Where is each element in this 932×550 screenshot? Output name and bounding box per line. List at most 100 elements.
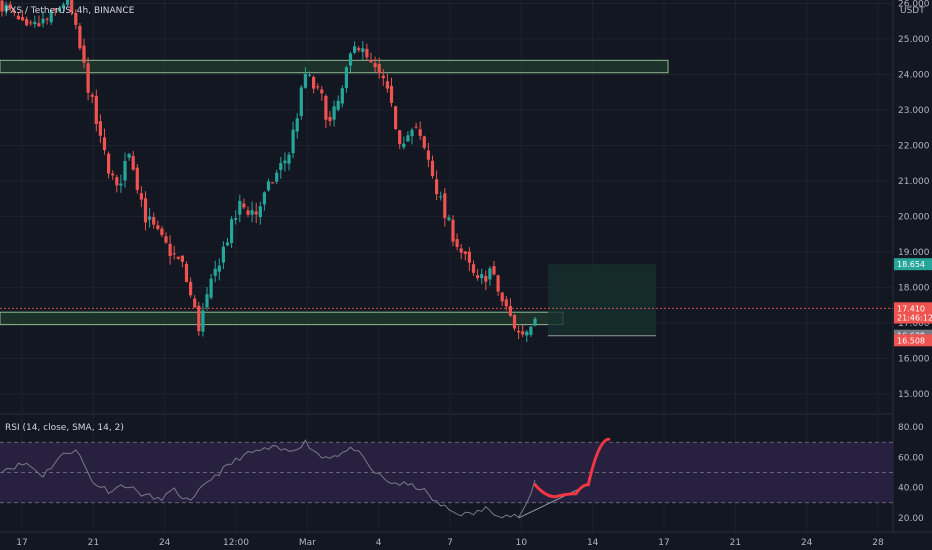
candle-body [156, 225, 160, 229]
candle-body [0, 0, 4, 12]
candle-body [316, 86, 320, 88]
candle-body [369, 60, 373, 63]
price-tag [894, 302, 932, 315]
candle-body [422, 136, 426, 148]
candle-body [504, 299, 508, 307]
candle-body [184, 264, 189, 283]
support-zone [0, 311, 564, 326]
time-tick-label: 17 [658, 538, 669, 548]
candle-body [398, 130, 402, 145]
candle-body [180, 255, 184, 262]
candle-body [361, 48, 365, 52]
candle-body [344, 67, 348, 88]
candle-body [8, 4, 12, 9]
candle-body [33, 21, 37, 25]
candle-body [287, 154, 291, 164]
candle-body [266, 181, 271, 191]
price-tag [894, 311, 932, 324]
symbol-title: FXS / TetherUS, 4h, BINANCE [5, 6, 135, 16]
candle-body [242, 203, 246, 208]
candle-body [467, 251, 471, 263]
candle-body [324, 95, 328, 120]
candle-body [439, 196, 443, 198]
rsi-tick-label: 40.00 [898, 484, 924, 494]
time-tick-label: 10 [516, 538, 528, 548]
candle-body [115, 177, 119, 186]
time-tick-label: 24 [801, 538, 813, 548]
time-tick-label: 4 [376, 538, 382, 548]
candle-body [357, 48, 361, 51]
rsi-tick-label: 20.00 [898, 514, 924, 524]
candle-body [406, 135, 410, 142]
candle-body [312, 76, 316, 89]
candle-body [209, 278, 213, 298]
time-tick-label: 7 [447, 538, 453, 548]
candle-body [307, 74, 312, 76]
price-tick-label: 26.000 [898, 0, 930, 10]
candle-body [45, 18, 49, 20]
price-tag-label: 17.410 [897, 304, 925, 313]
time-tick-label: 21 [730, 538, 741, 548]
price-tick-label: 19.000 [898, 248, 930, 258]
candle-body [102, 137, 107, 151]
rsi-tick-label: 60.00 [898, 453, 924, 463]
candle-body [78, 25, 82, 49]
candle-body [295, 118, 299, 132]
candle-body [94, 96, 98, 124]
candle-body [189, 281, 193, 296]
candle-body [131, 155, 135, 170]
candle-body [463, 251, 467, 254]
candle-body [107, 153, 111, 174]
candle-body [385, 81, 389, 89]
price-tick-label: 23.000 [898, 106, 930, 116]
candle-body [49, 11, 53, 23]
candle-body [484, 275, 488, 282]
candle-body [57, 8, 61, 12]
candle-body [148, 216, 152, 220]
candle-body [517, 330, 521, 333]
candle-body [16, 15, 20, 20]
price-tick-label: 15.000 [898, 390, 930, 400]
candle-body [365, 48, 369, 58]
price-tag-label: 21:46:12 [897, 314, 932, 323]
time-tick-label: 28 [872, 538, 884, 548]
candle-body [381, 75, 385, 79]
candle-body [320, 89, 324, 94]
price-tick-label: 16.000 [898, 354, 930, 364]
candle-body [197, 305, 201, 332]
target-box [548, 264, 656, 336]
candle-body [373, 63, 377, 67]
candle-body [164, 236, 168, 243]
candle-body [168, 243, 172, 256]
candle-body [127, 153, 131, 158]
candle-body [172, 253, 176, 255]
candle-body [279, 163, 283, 171]
price-tick-label: 22.000 [898, 141, 930, 151]
currency-label: USDT [900, 6, 925, 16]
price-tick-label: 21.000 [898, 177, 930, 187]
candle-body [250, 210, 254, 215]
candle-body [336, 100, 340, 110]
candle-body [90, 94, 94, 97]
candle-body [496, 275, 500, 292]
candle-body [225, 242, 230, 246]
candle-body [488, 268, 492, 280]
candle-body [410, 129, 414, 137]
candle-body [512, 314, 517, 329]
rsi-pane: 20.00 40.00 60.00 80.00 [0, 423, 924, 524]
candle-body [135, 167, 139, 190]
candle-body [25, 19, 29, 26]
candle-body [41, 18, 45, 24]
candle-body [258, 206, 262, 218]
candle-body [82, 45, 86, 63]
candle-body [451, 219, 455, 242]
resistance-zone [0, 59, 669, 74]
candle-body [394, 106, 398, 129]
candle-body [238, 200, 242, 215]
candles [0, 0, 537, 343]
candle-body [476, 275, 480, 279]
price-tick-label: 18.000 [898, 283, 930, 293]
candle-body [66, 0, 70, 5]
candle-body [246, 210, 250, 215]
